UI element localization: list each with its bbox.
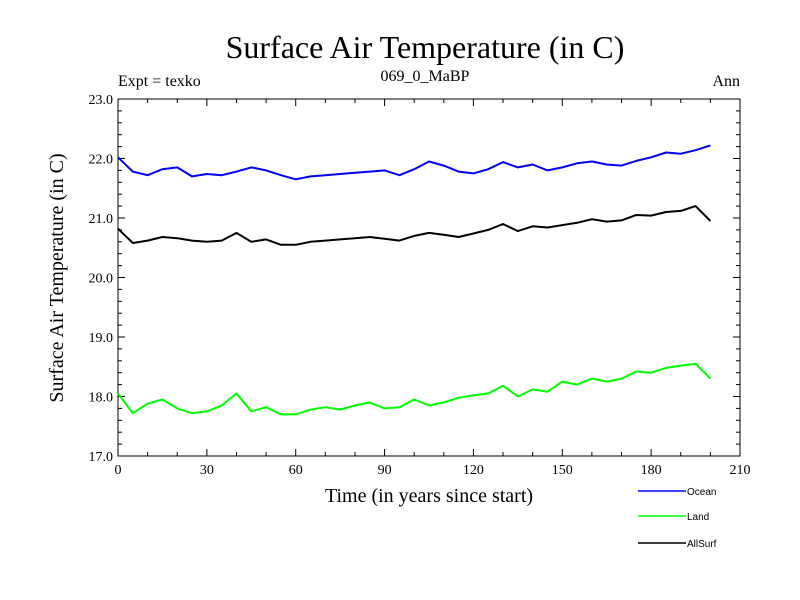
chart-title: Surface Air Temperature (in C): [226, 29, 625, 65]
x-tick-label: 0: [115, 463, 122, 478]
y-tick-label: 17.0: [89, 450, 114, 465]
y-tick-label: 18.0: [89, 391, 114, 406]
x-tick-label: 120: [463, 463, 484, 478]
x-axis-label: Time (in years since start): [325, 485, 533, 507]
series-line-allsurf: [117, 205, 712, 246]
x-tick-label: 150: [552, 463, 573, 478]
y-tick-label: 21.0: [89, 212, 114, 227]
period-label: Ann: [712, 73, 740, 90]
x-tick-label: 60: [289, 463, 303, 478]
y-axis-ticks: 17.0 18.0 19.0 20.0 21.0 22.0 23.0: [89, 93, 740, 465]
x-axis-ticks: 0 30 60 90 120 150 180 210: [115, 99, 751, 478]
x-tick-label: 210: [730, 463, 751, 478]
x-tick-label: 30: [200, 463, 214, 478]
series-lines: [117, 144, 712, 416]
y-tick-label: 19.0: [89, 331, 114, 346]
legend-label-land: Land: [687, 512, 709, 523]
series-line-land: [117, 362, 712, 416]
subtitle-label: 069_0_MaBP: [381, 68, 470, 85]
series-line-ocean: [117, 144, 711, 181]
legend-label-ocean: Ocean: [687, 487, 716, 498]
expt-label: Expt = texko: [118, 73, 201, 90]
x-tick-label: 180: [641, 463, 662, 478]
legend: Ocean Land AllSurf: [638, 487, 717, 550]
x-tick-label: 90: [378, 463, 392, 478]
legend-label-allsurf: AllSurf: [687, 539, 717, 550]
y-tick-label: 22.0: [89, 153, 114, 168]
y-tick-label: 20.0: [89, 272, 114, 287]
y-tick-label: 23.0: [89, 93, 114, 108]
plot-frame: [117, 98, 741, 457]
y-axis-label: Surface Air Temperature (in C): [46, 153, 68, 402]
